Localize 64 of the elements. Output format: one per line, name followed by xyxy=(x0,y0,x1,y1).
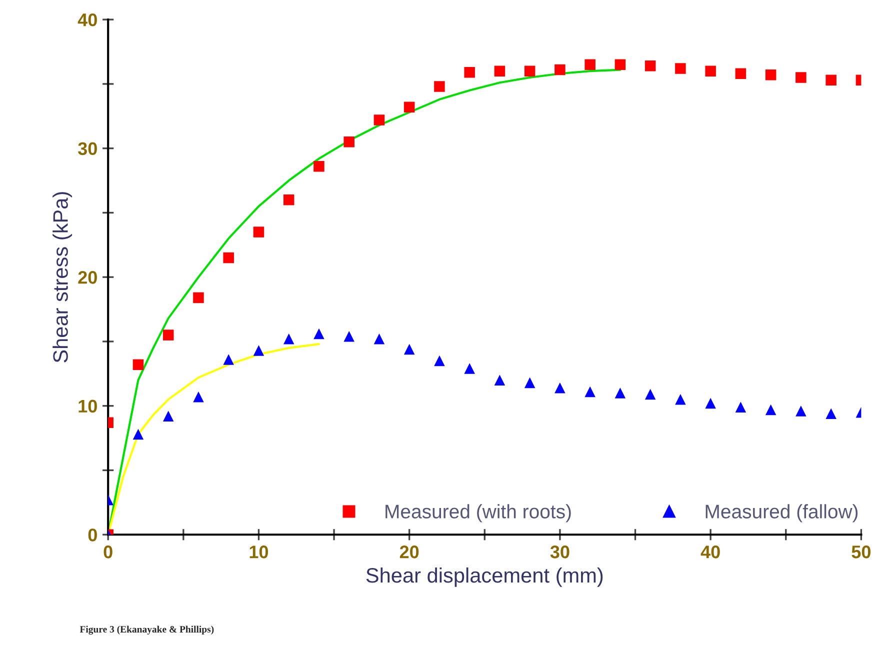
point xyxy=(554,382,566,394)
point xyxy=(374,114,385,126)
point xyxy=(283,334,294,344)
x-tick-label: 10 xyxy=(250,546,268,558)
point xyxy=(223,354,234,365)
point xyxy=(524,377,536,388)
point xyxy=(314,160,324,172)
y-tick-label: 0 xyxy=(88,528,97,542)
point xyxy=(132,428,144,440)
point xyxy=(614,388,626,398)
x-tick-label: 30 xyxy=(550,546,570,558)
point xyxy=(675,394,686,405)
point xyxy=(223,252,234,264)
point xyxy=(705,398,716,409)
point xyxy=(464,363,475,374)
x-axis-title: Shear displacement (mm) xyxy=(366,567,603,587)
point xyxy=(434,355,445,366)
point xyxy=(644,60,656,72)
point xyxy=(494,66,506,76)
point xyxy=(253,345,264,356)
point xyxy=(765,70,776,80)
point xyxy=(434,81,445,92)
point xyxy=(464,66,475,78)
point xyxy=(796,406,806,416)
point xyxy=(162,330,174,340)
point xyxy=(826,408,836,419)
y-tick-label: 40 xyxy=(78,13,97,26)
point xyxy=(675,63,686,74)
point xyxy=(644,388,656,400)
point xyxy=(584,386,596,398)
caption: Figure 3 (Ekanayake & Phillips) xyxy=(80,626,214,635)
point xyxy=(404,344,415,355)
x-tick-label: 40 xyxy=(700,546,720,558)
x-tick-label: 0 xyxy=(104,546,112,558)
point xyxy=(705,66,716,76)
point xyxy=(283,194,294,206)
x-tick-label: 50 xyxy=(852,546,870,558)
point xyxy=(344,330,354,342)
point xyxy=(826,74,836,86)
point xyxy=(253,226,264,238)
y-tick-label: 30 xyxy=(78,142,97,156)
point xyxy=(735,68,746,80)
point xyxy=(584,59,596,70)
point xyxy=(344,136,354,148)
x-tick-label: 20 xyxy=(400,546,419,558)
legend-label: Measured (with roots) xyxy=(386,504,571,522)
point xyxy=(735,402,746,413)
point xyxy=(404,102,415,113)
legend-label: Measured (fallow) xyxy=(706,504,858,522)
point xyxy=(554,64,566,76)
y-tick-label: 10 xyxy=(78,400,97,413)
point xyxy=(614,59,626,70)
point xyxy=(193,292,204,304)
y-tick-label: 20 xyxy=(78,271,97,284)
point xyxy=(765,404,776,416)
point xyxy=(796,72,806,83)
point xyxy=(162,410,174,422)
point xyxy=(314,328,324,340)
y-axis-title: Shear stress (kPa) xyxy=(52,192,72,362)
point xyxy=(132,359,144,370)
point xyxy=(374,334,385,344)
point xyxy=(193,391,204,402)
point xyxy=(494,374,506,386)
point xyxy=(524,66,536,76)
